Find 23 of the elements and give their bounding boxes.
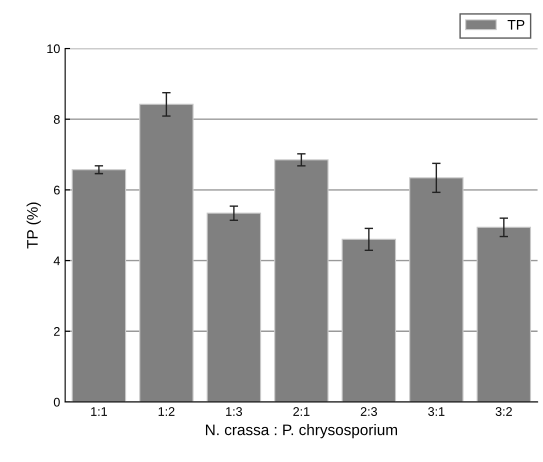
y-tick-label: 2 [54,327,60,336]
bar [342,238,396,402]
x-axis-title: N. crassa : P. chrysosporium [206,424,398,438]
y-tick-label: 0 [54,398,60,407]
bar [409,177,464,402]
y-tick-label: 4 [54,256,60,266]
bar [476,226,532,402]
bar [72,169,126,402]
y-axis-title: TP (%) [26,202,41,249]
x-tick-label: 1:1 [91,407,107,416]
x-tick-label: 2:1 [293,407,310,416]
y-tick-label: 6 [54,186,60,195]
x-tick-label: 1:3 [226,407,242,416]
bar [139,104,194,402]
bar [274,159,329,402]
x-tick-label: 3:1 [428,407,444,416]
legend-label: TP [508,20,524,30]
bar [206,212,262,402]
y-tick-label: 8 [54,114,60,124]
x-tick-label: 2:3 [360,407,377,416]
x-tick-label: 3:2 [496,407,512,416]
x-tick-label: 1:2 [158,407,174,416]
y-tick-label: 10 [47,44,60,54]
